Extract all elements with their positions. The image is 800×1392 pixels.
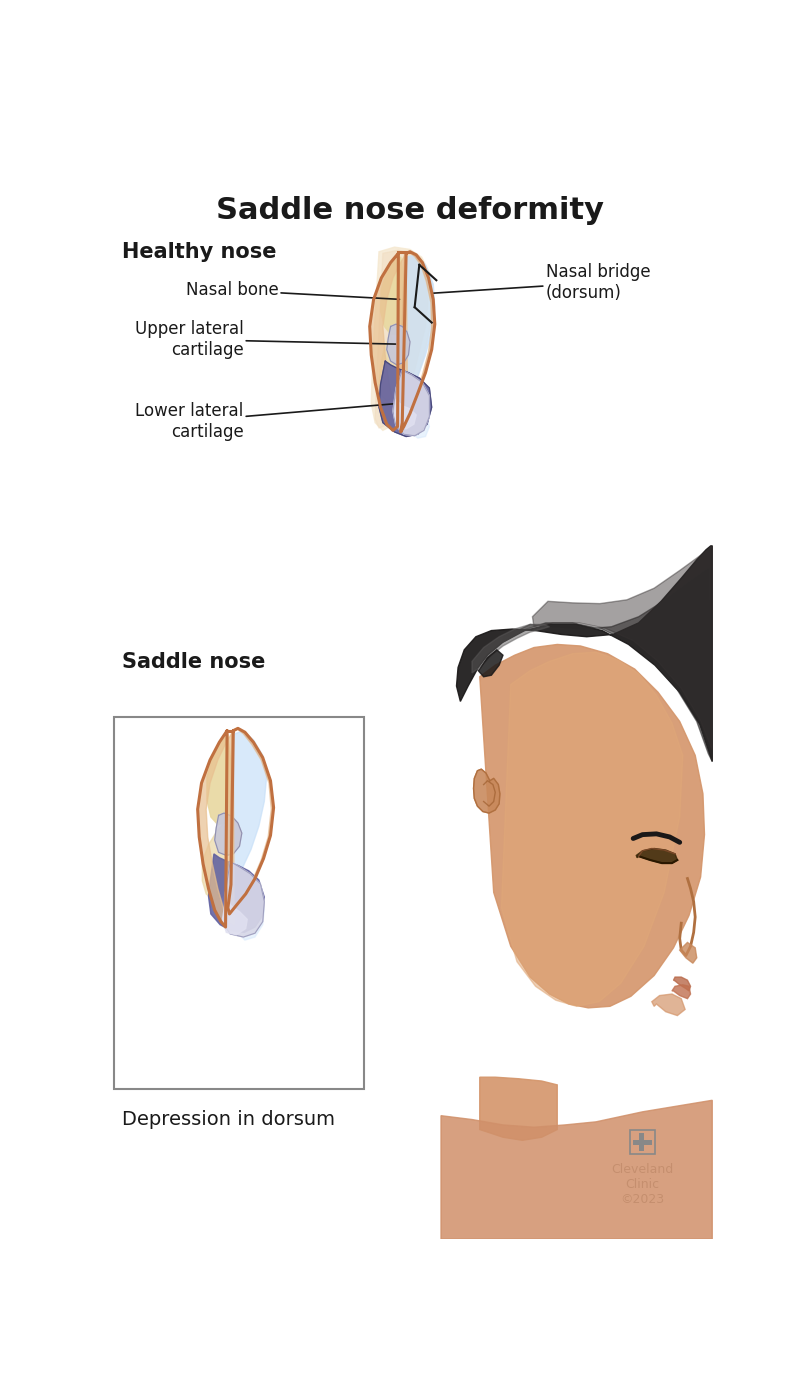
Polygon shape xyxy=(371,248,434,430)
Polygon shape xyxy=(503,569,712,761)
Polygon shape xyxy=(226,728,274,916)
Polygon shape xyxy=(405,395,430,438)
Polygon shape xyxy=(370,253,408,430)
Polygon shape xyxy=(209,853,264,933)
Polygon shape xyxy=(457,546,712,761)
Polygon shape xyxy=(393,370,430,436)
Polygon shape xyxy=(375,251,428,429)
Polygon shape xyxy=(533,546,712,750)
Bar xyxy=(114,717,363,1089)
Polygon shape xyxy=(222,901,247,935)
Polygon shape xyxy=(237,869,264,940)
Text: Nasal bridge
(dorsum): Nasal bridge (dorsum) xyxy=(434,263,650,302)
Polygon shape xyxy=(379,334,400,401)
Polygon shape xyxy=(232,731,266,885)
Bar xyxy=(639,1133,644,1151)
Polygon shape xyxy=(381,258,406,334)
Polygon shape xyxy=(207,735,234,824)
Text: Depression in dorsum: Depression in dorsum xyxy=(122,1109,334,1129)
Polygon shape xyxy=(680,942,697,963)
Text: Upper lateral
cartilage: Upper lateral cartilage xyxy=(134,320,396,359)
Polygon shape xyxy=(386,324,410,365)
Polygon shape xyxy=(672,984,690,998)
Text: Nasal bone: Nasal bone xyxy=(186,281,399,299)
Bar xyxy=(630,1129,655,1154)
Polygon shape xyxy=(674,977,690,991)
Polygon shape xyxy=(404,255,435,411)
Polygon shape xyxy=(636,849,678,863)
Polygon shape xyxy=(398,252,435,432)
Text: Healthy nose: Healthy nose xyxy=(122,242,276,262)
Text: Saddle nose deformity: Saddle nose deformity xyxy=(216,195,604,224)
Polygon shape xyxy=(198,731,234,927)
Bar xyxy=(634,1140,652,1146)
Text: Cleveland
Clinic
©2023: Cleveland Clinic ©2023 xyxy=(611,1164,674,1207)
Polygon shape xyxy=(480,644,705,1008)
Text: Saddle nose: Saddle nose xyxy=(122,651,265,672)
Polygon shape xyxy=(441,1100,712,1239)
Polygon shape xyxy=(474,770,500,813)
Polygon shape xyxy=(224,862,264,937)
Polygon shape xyxy=(472,625,550,672)
Polygon shape xyxy=(652,994,685,1016)
Polygon shape xyxy=(214,813,242,856)
Polygon shape xyxy=(202,823,229,901)
Polygon shape xyxy=(480,1077,558,1140)
Polygon shape xyxy=(394,400,416,429)
Text: Lower lateral
cartilage: Lower lateral cartilage xyxy=(135,402,396,440)
Polygon shape xyxy=(379,361,432,437)
Polygon shape xyxy=(502,651,683,1006)
Polygon shape xyxy=(478,650,503,677)
